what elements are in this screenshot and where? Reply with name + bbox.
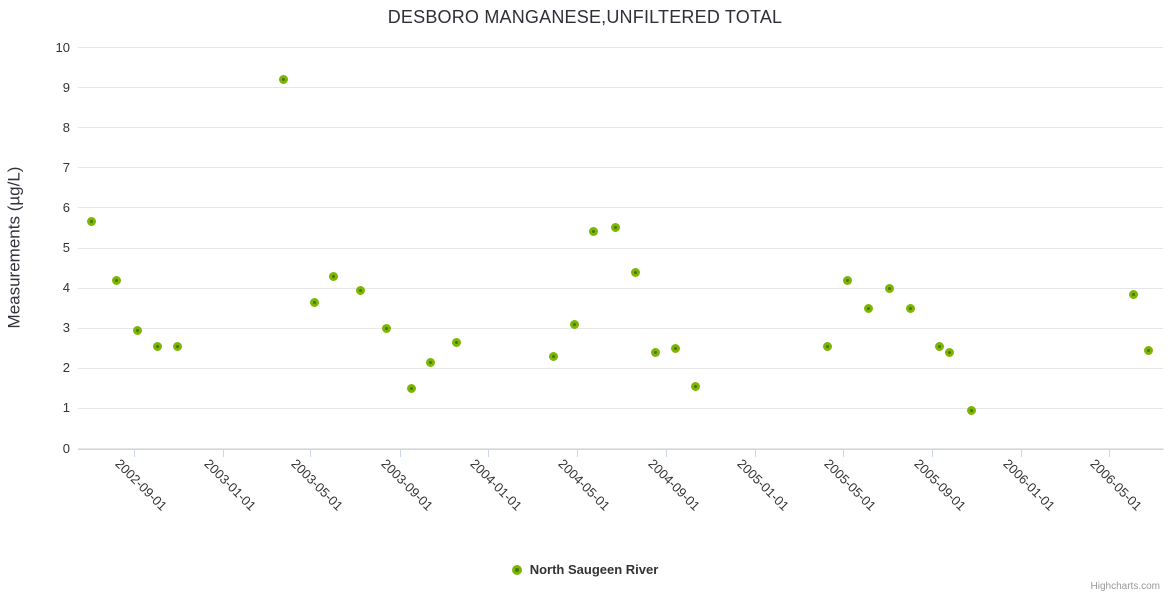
x-axis-tick [666,449,668,457]
y-axis-label: 4 [62,280,70,296]
data-point[interactable] [310,297,320,307]
legend-item[interactable]: North Saugeen River [0,562,1170,577]
x-axis-label: 2004-09-01 [645,455,703,514]
y-axis-label: 2 [62,360,70,376]
data-point[interactable] [651,347,661,357]
x-axis-tick [222,449,224,457]
x-axis-label: 2005-09-01 [911,455,969,514]
y-gridline [78,87,1163,89]
data-point[interactable] [1143,345,1153,355]
y-gridline [78,367,1163,369]
data-point[interactable] [934,341,944,351]
y-gridline [78,207,1163,209]
y-gridline [78,287,1163,289]
x-axis-tick [309,449,311,457]
y-axis-label: 1 [62,400,70,416]
x-axis-label: 2002-09-01 [112,455,171,514]
x-axis-tick [576,449,578,457]
data-point[interactable] [671,343,680,353]
data-point[interactable] [112,275,122,285]
y-axis-label: 7 [62,159,70,175]
x-axis-label: 2005-01-01 [734,455,792,514]
data-point[interactable] [944,347,954,357]
data-point[interactable] [588,227,598,237]
data-point[interactable] [152,341,162,351]
x-axis-label: 2004-01-01 [467,455,525,514]
data-point[interactable] [842,275,852,285]
data-point[interactable] [630,267,640,277]
x-axis-label: 2003-05-01 [288,455,347,514]
data-point[interactable] [1129,289,1139,299]
data-point[interactable] [906,303,916,313]
data-point[interactable] [885,283,895,293]
y-axis-label: 3 [62,320,70,336]
data-point[interactable] [278,75,288,85]
highcharts-credits-link[interactable]: Highcharts.com [1090,581,1160,592]
data-point[interactable] [381,323,391,333]
legend-marker-icon [511,564,522,575]
data-point[interactable] [548,351,558,361]
x-axis-tick [755,449,757,457]
y-axis-label: 8 [62,119,70,135]
data-point[interactable] [569,319,579,329]
y-axis-label: 10 [55,39,70,55]
y-gridline [78,407,1163,409]
x-axis-tick [1108,449,1110,457]
y-axis-label: 0 [62,440,70,456]
x-axis-label: 2003-09-01 [378,455,437,514]
y-gridline [78,127,1163,129]
data-point[interactable] [173,341,183,351]
x-axis-label: 2004-05-01 [555,455,614,514]
x-axis-label: 2005-05-01 [821,455,880,514]
x-axis-tick [1021,449,1023,457]
x-axis-label: 2006-01-01 [1000,455,1058,514]
data-point[interactable] [691,381,701,391]
chart-title: DESBORO MANGANESE,UNFILTERED TOTAL [387,7,783,27]
y-axis-label: 9 [62,79,70,95]
data-point[interactable] [406,383,416,393]
x-axis-tick [488,449,490,457]
data-point[interactable] [132,325,142,335]
data-point[interactable] [356,285,366,295]
x-axis-line [78,448,1164,450]
y-gridline [78,247,1163,249]
data-point[interactable] [864,303,874,313]
y-axis-label: 6 [62,199,70,215]
x-axis-label: 2003-01-01 [201,455,260,514]
x-axis-tick [133,449,135,457]
x-axis-tick [932,449,934,457]
y-gridline [78,47,1163,48]
x-axis-tick [842,449,844,457]
data-point[interactable] [451,337,461,347]
y-gridline [78,327,1163,329]
data-point[interactable] [86,217,96,227]
data-point[interactable] [966,405,976,415]
x-axis-tick [399,449,401,457]
y-gridline [78,167,1163,169]
y-axis-label: 5 [62,240,70,255]
data-point[interactable] [329,271,339,281]
data-point[interactable] [610,223,620,233]
data-point[interactable] [426,357,436,367]
data-point[interactable] [823,341,833,351]
legend-series-label: North Saugeen River [529,562,659,577]
x-axis-label: 2006-05-01 [1087,455,1146,514]
